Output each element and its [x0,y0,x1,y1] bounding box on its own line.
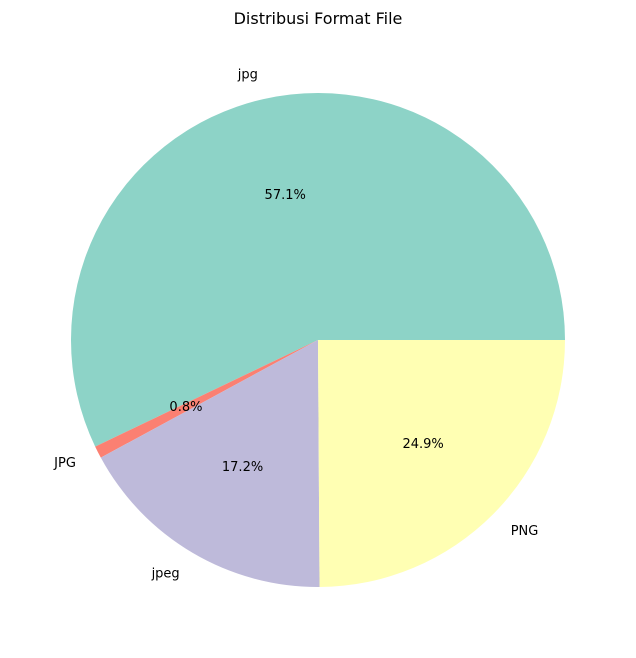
slice-label-0: jpg [237,68,258,83]
pie-slices [71,93,566,587]
pie-slice-png-3 [318,340,565,587]
slice-label-3: PNG [511,524,539,539]
slice-label-1: JPG [53,456,76,471]
slice-label-2: jpeg [151,566,180,581]
pie-labels: jpg 57.1% JPG 0.8% jpeg 17.2% PNG 24.9% [53,68,538,582]
slice-percent-label-0: 57.1% [265,188,306,203]
slice-percent-label-2: 17.2% [222,460,263,475]
slice-percent-label-3: 24.9% [402,437,443,452]
pie-slice-jpg-1 [95,340,318,458]
slice-percent-label-1: 0.8% [169,400,202,415]
pie-slice-jpeg-2 [100,340,320,587]
chart-title: Distribusi Format File [234,9,403,28]
pie-slice-jpg-0 [71,93,566,447]
